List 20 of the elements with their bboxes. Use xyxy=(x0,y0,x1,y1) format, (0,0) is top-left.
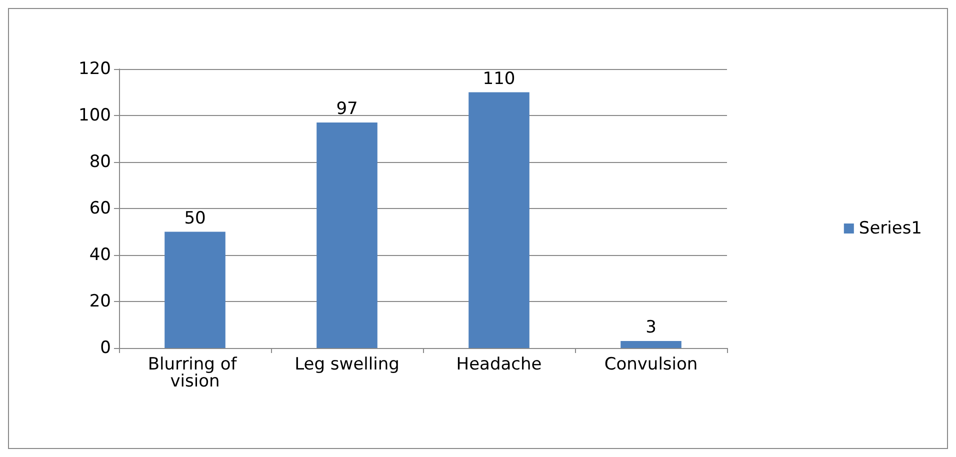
bar xyxy=(620,341,682,348)
x-tick-label: Blurring of vision xyxy=(148,354,242,392)
bar xyxy=(164,232,226,348)
y-tick-label: 60 xyxy=(89,198,111,218)
y-tick-label: 0 xyxy=(100,338,111,358)
x-tick-label: Leg swelling xyxy=(294,354,400,374)
y-tick-label: 100 xyxy=(78,106,111,126)
y-tick-label: 120 xyxy=(78,59,111,79)
y-tick-label: 20 xyxy=(89,292,111,312)
data-label: 3 xyxy=(646,318,656,338)
y-tick-label: 80 xyxy=(89,152,111,172)
data-label: 50 xyxy=(184,208,206,228)
y-tick-label: 40 xyxy=(89,245,111,265)
bar xyxy=(316,122,378,348)
x-tick-label: Headache xyxy=(456,354,542,374)
bar xyxy=(468,92,530,348)
legend-label: Series1 xyxy=(858,218,922,238)
x-tick-label: Convulsion xyxy=(604,354,698,374)
data-label: 110 xyxy=(482,68,516,89)
data-label: 97 xyxy=(336,98,358,119)
